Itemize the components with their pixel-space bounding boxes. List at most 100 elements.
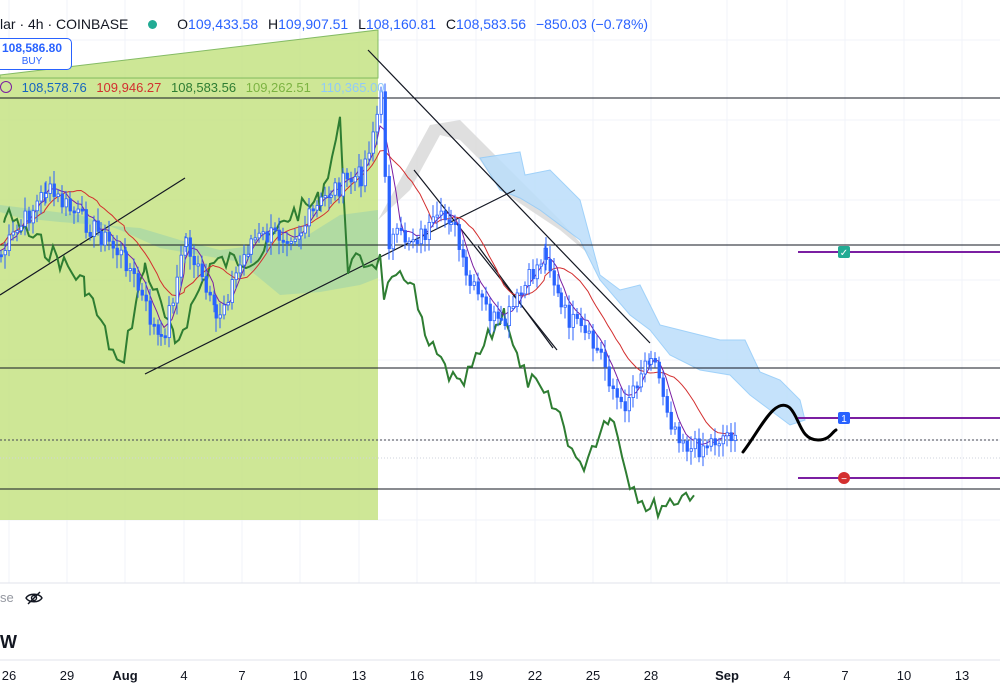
candle-body — [285, 241, 289, 244]
candle-body — [615, 388, 619, 398]
target-marker-label: 1 — [841, 414, 847, 425]
candle-body — [689, 448, 693, 452]
candle-body — [464, 256, 468, 276]
candle-body — [230, 279, 234, 303]
candle-body — [531, 269, 535, 280]
candle-body — [171, 302, 175, 307]
candle-body — [527, 269, 531, 286]
x-tick-label: 4 — [783, 668, 791, 683]
candle-body — [697, 438, 701, 458]
candle-body — [480, 293, 484, 298]
candle-body — [208, 291, 212, 296]
candle-body — [307, 208, 311, 227]
candle-body — [315, 205, 319, 211]
candle-body — [649, 358, 653, 365]
candle-body — [345, 172, 349, 180]
candle-body — [99, 230, 103, 246]
candle-body — [68, 198, 72, 212]
x-tick-label: 4 — [180, 668, 188, 683]
candle-body — [353, 176, 357, 183]
candle-body — [563, 304, 567, 308]
horizontal-levels — [0, 97, 1000, 490]
candle-body — [639, 373, 643, 388]
target-marker-label: ✓ — [840, 248, 848, 259]
candle-body — [200, 263, 204, 277]
candle-body — [249, 238, 253, 255]
candle-body — [132, 268, 136, 274]
trend-line — [413, 169, 558, 351]
buy-price: 108,586.80 — [1, 41, 63, 55]
candle-body — [277, 229, 281, 241]
chart-header: lar · 4h · COINBASE O109,433.58 H109,907… — [0, 16, 648, 32]
candle-body — [56, 193, 60, 197]
candle-body — [184, 237, 188, 247]
candle-body — [281, 239, 285, 243]
candle-body — [11, 231, 15, 236]
candle-body — [519, 292, 523, 296]
candle-body — [88, 231, 92, 237]
candle-body — [729, 432, 733, 442]
candle-body — [119, 249, 123, 256]
indicator-icon[interactable] — [0, 81, 12, 93]
candle-body — [701, 445, 705, 458]
candle-body — [293, 238, 297, 242]
candle-body — [341, 172, 345, 197]
indicator-value: 109,946.27 — [96, 80, 162, 95]
candle-body — [548, 259, 552, 272]
candle-body — [96, 220, 100, 232]
candle-body — [31, 210, 35, 224]
candle-body — [665, 396, 669, 413]
symbol-title[interactable]: lar · 4h · COINBASE — [0, 16, 129, 32]
candle-body — [653, 358, 657, 363]
target-marker — [838, 472, 850, 484]
candle-body — [72, 210, 76, 214]
candle-body — [379, 91, 383, 115]
candle-body — [192, 255, 196, 266]
x-tick-label: Sep — [715, 668, 739, 683]
close-value: 108,583.56 — [456, 16, 527, 32]
candle-body — [705, 445, 709, 449]
candle-body — [359, 166, 363, 187]
candle-body — [303, 225, 307, 234]
buy-button[interactable]: 108,586.80 BUY — [0, 38, 72, 70]
eye-crossed-icon[interactable] — [25, 591, 44, 608]
candle-body — [619, 396, 623, 403]
candle-body — [685, 440, 689, 452]
candle-body — [515, 292, 519, 307]
ichimoku-cloud-bear — [479, 151, 806, 426]
candle-body — [567, 304, 571, 328]
candle-body — [492, 311, 496, 322]
target-levels: ✓ 1 − — [798, 246, 1000, 485]
lagging-span-line — [3, 116, 695, 521]
candle-body — [709, 438, 713, 447]
candle-body — [323, 195, 327, 199]
candle-body — [407, 240, 411, 244]
x-tick-label: 13 — [954, 668, 970, 683]
x-tick-label: 10 — [292, 668, 308, 683]
candle-body — [631, 385, 635, 398]
candle-body — [15, 230, 19, 234]
candle-body — [423, 228, 427, 241]
candle-body — [643, 360, 647, 375]
x-tick-label: 19 — [468, 668, 484, 683]
candle-body — [387, 176, 391, 250]
trend-line — [477, 245, 554, 349]
candle-body — [443, 210, 447, 221]
candle-body — [80, 208, 84, 212]
candle-body — [439, 210, 443, 216]
candle-body — [559, 292, 563, 308]
candle-body — [591, 330, 595, 349]
candle-body — [611, 385, 615, 390]
candle-body — [403, 230, 407, 243]
candle-body — [148, 300, 152, 325]
market-status-icon — [148, 20, 158, 29]
candle-body — [587, 330, 591, 334]
candle-body — [349, 178, 353, 183]
ichimoku-cloud-grey — [378, 120, 600, 265]
candle-body — [435, 214, 439, 218]
x-tick-label: 25 — [585, 668, 601, 683]
candle-body — [523, 285, 527, 295]
candle-body — [552, 270, 556, 286]
candle-body — [269, 227, 273, 243]
